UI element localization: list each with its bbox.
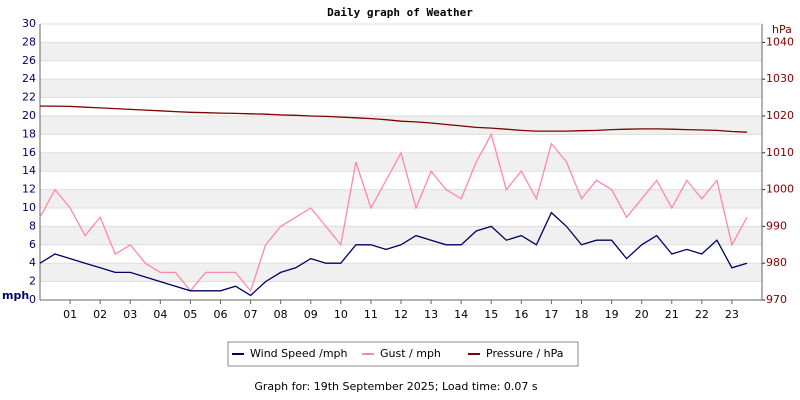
x-tick-label: 08 (274, 308, 288, 321)
grid-band (40, 79, 762, 98)
y-tick-label: 28 (22, 35, 36, 48)
y2-tick-label: 1020 (766, 109, 794, 122)
x-tick-label: 11 (364, 308, 378, 321)
footer: Graph for: 19th September 2025; Load tim… (254, 380, 538, 393)
y-tick-label: 22 (22, 91, 36, 104)
x-tick-label: 06 (214, 308, 228, 321)
grid-band (40, 116, 762, 135)
x-tick-label: 04 (153, 308, 167, 321)
y-tick-label: 4 (29, 256, 36, 269)
grid-band (40, 42, 762, 61)
legend-label: Gust / mph (380, 347, 441, 360)
y-tick-label: 8 (29, 219, 36, 232)
y-tick-label: 6 (29, 238, 36, 251)
y2-tick-label: 1010 (766, 146, 794, 159)
series-line (40, 105, 748, 133)
y2-tick-label: 970 (766, 293, 787, 306)
legend-label: Wind Speed /mph (250, 347, 348, 360)
series-line (39, 132, 748, 293)
y2-tick-label: 980 (766, 256, 787, 269)
y-tick-label: 0 (29, 293, 36, 306)
y-axis-label: mph (2, 289, 29, 302)
grid-band (40, 263, 762, 282)
y-tick-label: 30 (22, 17, 36, 30)
x-tick-label: 07 (244, 308, 258, 321)
y-tick-label: 2 (29, 275, 36, 288)
y2-tick-label: 1040 (766, 35, 794, 48)
y-tick-label: 18 (22, 127, 36, 140)
x-tick-label: 17 (544, 308, 558, 321)
legend-box (227, 341, 579, 367)
y-tick-label: 20 (22, 109, 36, 122)
y2-tick-label: 990 (766, 219, 787, 232)
x-tick-label: 23 (725, 308, 739, 321)
y-tick-label: 26 (22, 54, 36, 67)
y-tick-label: 10 (22, 201, 36, 214)
x-tick-label: 10 (334, 308, 348, 321)
x-tick-label: 14 (454, 308, 468, 321)
chart-title: Daily graph of Weather (327, 6, 473, 19)
x-tick-label: 22 (695, 308, 709, 321)
grid-band (40, 226, 762, 245)
x-tick-label: 02 (93, 308, 107, 321)
legend-label: Pressure / hPa (486, 347, 564, 360)
y2-tick-label: 1000 (766, 183, 794, 196)
x-tick-label: 03 (123, 308, 137, 321)
x-tick-label: 21 (665, 308, 679, 321)
x-tick-label: 01 (63, 308, 77, 321)
x-tick-label: 12 (394, 308, 408, 321)
grid-band (40, 189, 762, 208)
x-tick-label: 15 (484, 308, 498, 321)
y-tick-label: 24 (22, 72, 36, 85)
x-tick-label: 05 (183, 308, 197, 321)
grid-band (40, 152, 762, 172)
y-tick-label: 12 (22, 183, 36, 196)
x-tick-label: 13 (424, 308, 438, 321)
x-tick-label: 20 (635, 308, 649, 321)
x-tick-label: 09 (304, 308, 318, 321)
series-line (39, 211, 748, 297)
y-tick-label: 16 (22, 146, 36, 159)
y2-axis-label: hPa (772, 23, 792, 36)
y-tick-label: 14 (22, 164, 36, 177)
y2-tick-label: 1030 (766, 72, 794, 85)
x-tick-label: 18 (575, 308, 589, 321)
x-tick-label: 19 (605, 308, 619, 321)
x-tick-label: 16 (514, 308, 528, 321)
